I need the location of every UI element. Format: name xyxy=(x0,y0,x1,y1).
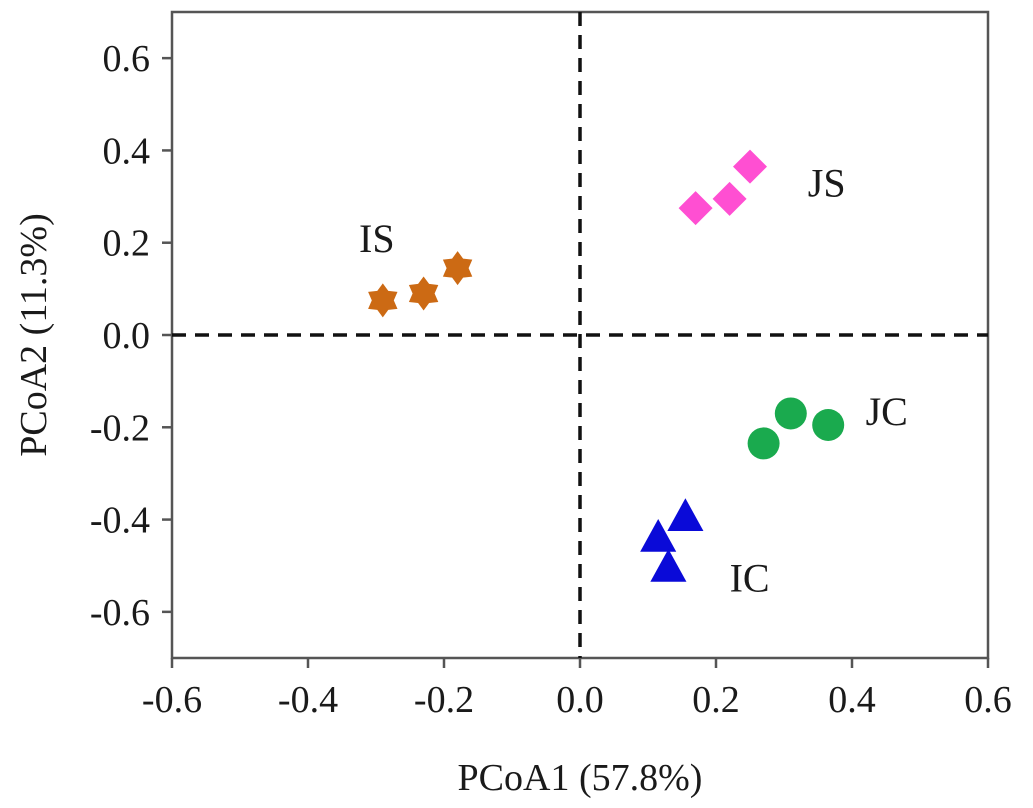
ic-group-label: IC xyxy=(730,555,770,600)
y-tick-label: 0.6 xyxy=(103,38,151,80)
jc-group-label: JC xyxy=(866,389,908,434)
y-tick-label: -0.2 xyxy=(90,407,150,449)
ic-point xyxy=(667,498,704,531)
js-group-label: JS xyxy=(808,161,846,206)
jc-point xyxy=(747,427,780,460)
is-point xyxy=(408,276,439,311)
x-tick-label: -0.2 xyxy=(414,679,474,721)
ic-point xyxy=(640,519,677,552)
x-tick-label: -0.4 xyxy=(278,679,338,721)
x-tick-label: 0.2 xyxy=(692,679,740,721)
jc-point xyxy=(774,397,807,430)
x-tick-label: 0.4 xyxy=(828,679,876,721)
is-point xyxy=(368,283,398,318)
ic-point xyxy=(650,549,687,582)
x-tick-label: 0.0 xyxy=(556,679,604,721)
y-axis-title: PCoA2 (11.3%) xyxy=(13,213,55,456)
data-points xyxy=(368,149,845,582)
js-point xyxy=(678,191,713,226)
x-tick-label: -0.6 xyxy=(142,679,202,721)
x-tick-label: 0.6 xyxy=(964,679,1012,721)
y-tick-label: 0.4 xyxy=(103,130,151,172)
js-point xyxy=(733,149,767,184)
is-point xyxy=(442,251,473,286)
jc-point xyxy=(812,408,845,441)
axis-ticks: -0.6 -0.4 -0.2 0.0 0.2 0.4 0.6 -0.6 -0.4 -0.2 0.0 0… xyxy=(90,38,1012,721)
js-point xyxy=(712,181,747,216)
y-tick-label: -0.4 xyxy=(90,500,150,542)
reference-lines xyxy=(172,12,988,658)
x-axis-title: PCoA1 (57.8%) xyxy=(458,757,703,799)
is-group-label: IS xyxy=(359,216,395,261)
y-tick-label: -0.6 xyxy=(90,592,150,634)
y-tick-label: 0.0 xyxy=(103,315,151,357)
y-tick-label: 0.2 xyxy=(103,223,151,265)
group-labels: JS IS JC IC xyxy=(359,161,908,601)
